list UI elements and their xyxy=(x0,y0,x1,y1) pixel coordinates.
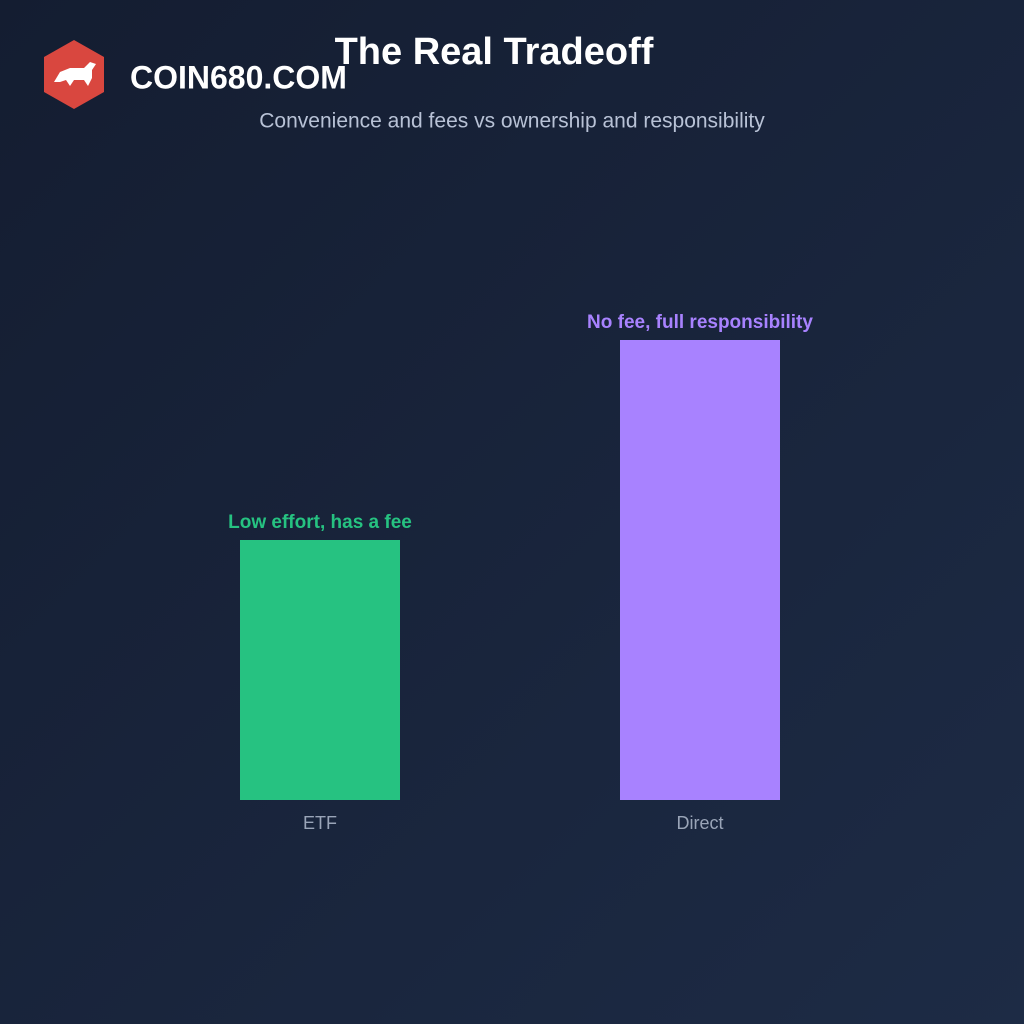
x-tick-label: ETF xyxy=(303,813,337,833)
chart-subtitle: Convenience and fees vs ownership and re… xyxy=(259,110,765,133)
bar xyxy=(240,540,400,800)
logo xyxy=(44,40,104,109)
data-label: Low effort, has a fee xyxy=(228,512,412,533)
chart-title: The Real Tradeoff xyxy=(335,31,654,73)
bar xyxy=(620,340,780,800)
watermark: COIN680.COM xyxy=(130,59,347,95)
x-tick-label: Direct xyxy=(676,813,723,833)
logo-bull xyxy=(54,62,96,86)
data-label: No fee, full responsibility xyxy=(587,312,813,333)
